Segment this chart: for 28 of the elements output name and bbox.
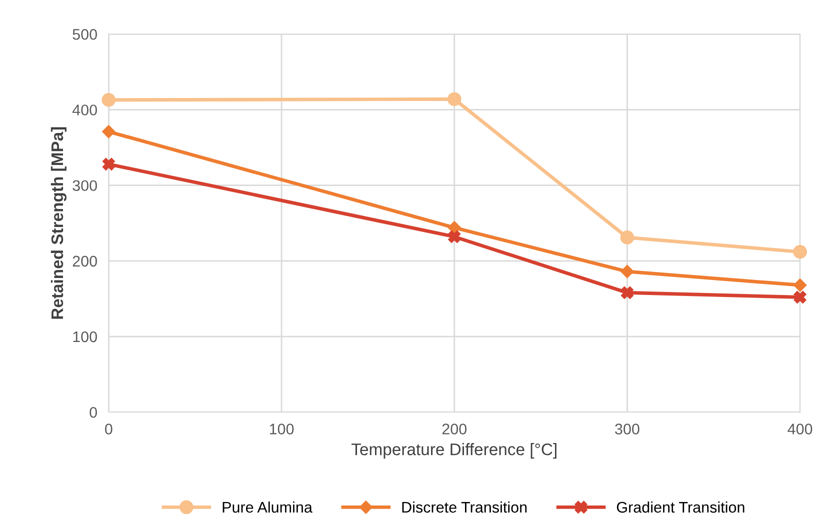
y-tick-label: 300 bbox=[72, 180, 97, 192]
legend-label: Pure Alumina bbox=[222, 501, 312, 513]
point bbox=[448, 221, 461, 234]
x-tick-label: 100 bbox=[270, 424, 294, 434]
point bbox=[793, 244, 807, 259]
point bbox=[793, 278, 807, 292]
point bbox=[794, 290, 806, 304]
legend-label: Discrete Transition bbox=[402, 501, 527, 513]
x-tick-label: 0 bbox=[105, 424, 112, 434]
y-tick-label: 200 bbox=[72, 256, 97, 267]
point bbox=[448, 230, 461, 243]
point bbox=[447, 92, 462, 106]
y-axis-title: Retained Strength [MPa] bbox=[50, 127, 67, 319]
point bbox=[620, 230, 634, 244]
x-tick-label: 300 bbox=[615, 424, 640, 434]
y-tick-label: 400 bbox=[72, 104, 97, 116]
point bbox=[620, 264, 634, 278]
x-tick-label: 200 bbox=[442, 424, 467, 434]
point bbox=[620, 286, 634, 299]
x-tick-label: 400 bbox=[788, 424, 812, 434]
y-tick-label: 100 bbox=[73, 331, 97, 342]
point bbox=[102, 158, 115, 170]
y-tick-label: 500 bbox=[72, 28, 97, 40]
legend-label: Gradient Transition bbox=[616, 501, 744, 513]
y-tick-label: 0 bbox=[90, 406, 97, 418]
x-axis-title: Temperature Difference [°C] bbox=[352, 443, 556, 459]
point bbox=[102, 92, 116, 107]
point bbox=[102, 125, 116, 138]
